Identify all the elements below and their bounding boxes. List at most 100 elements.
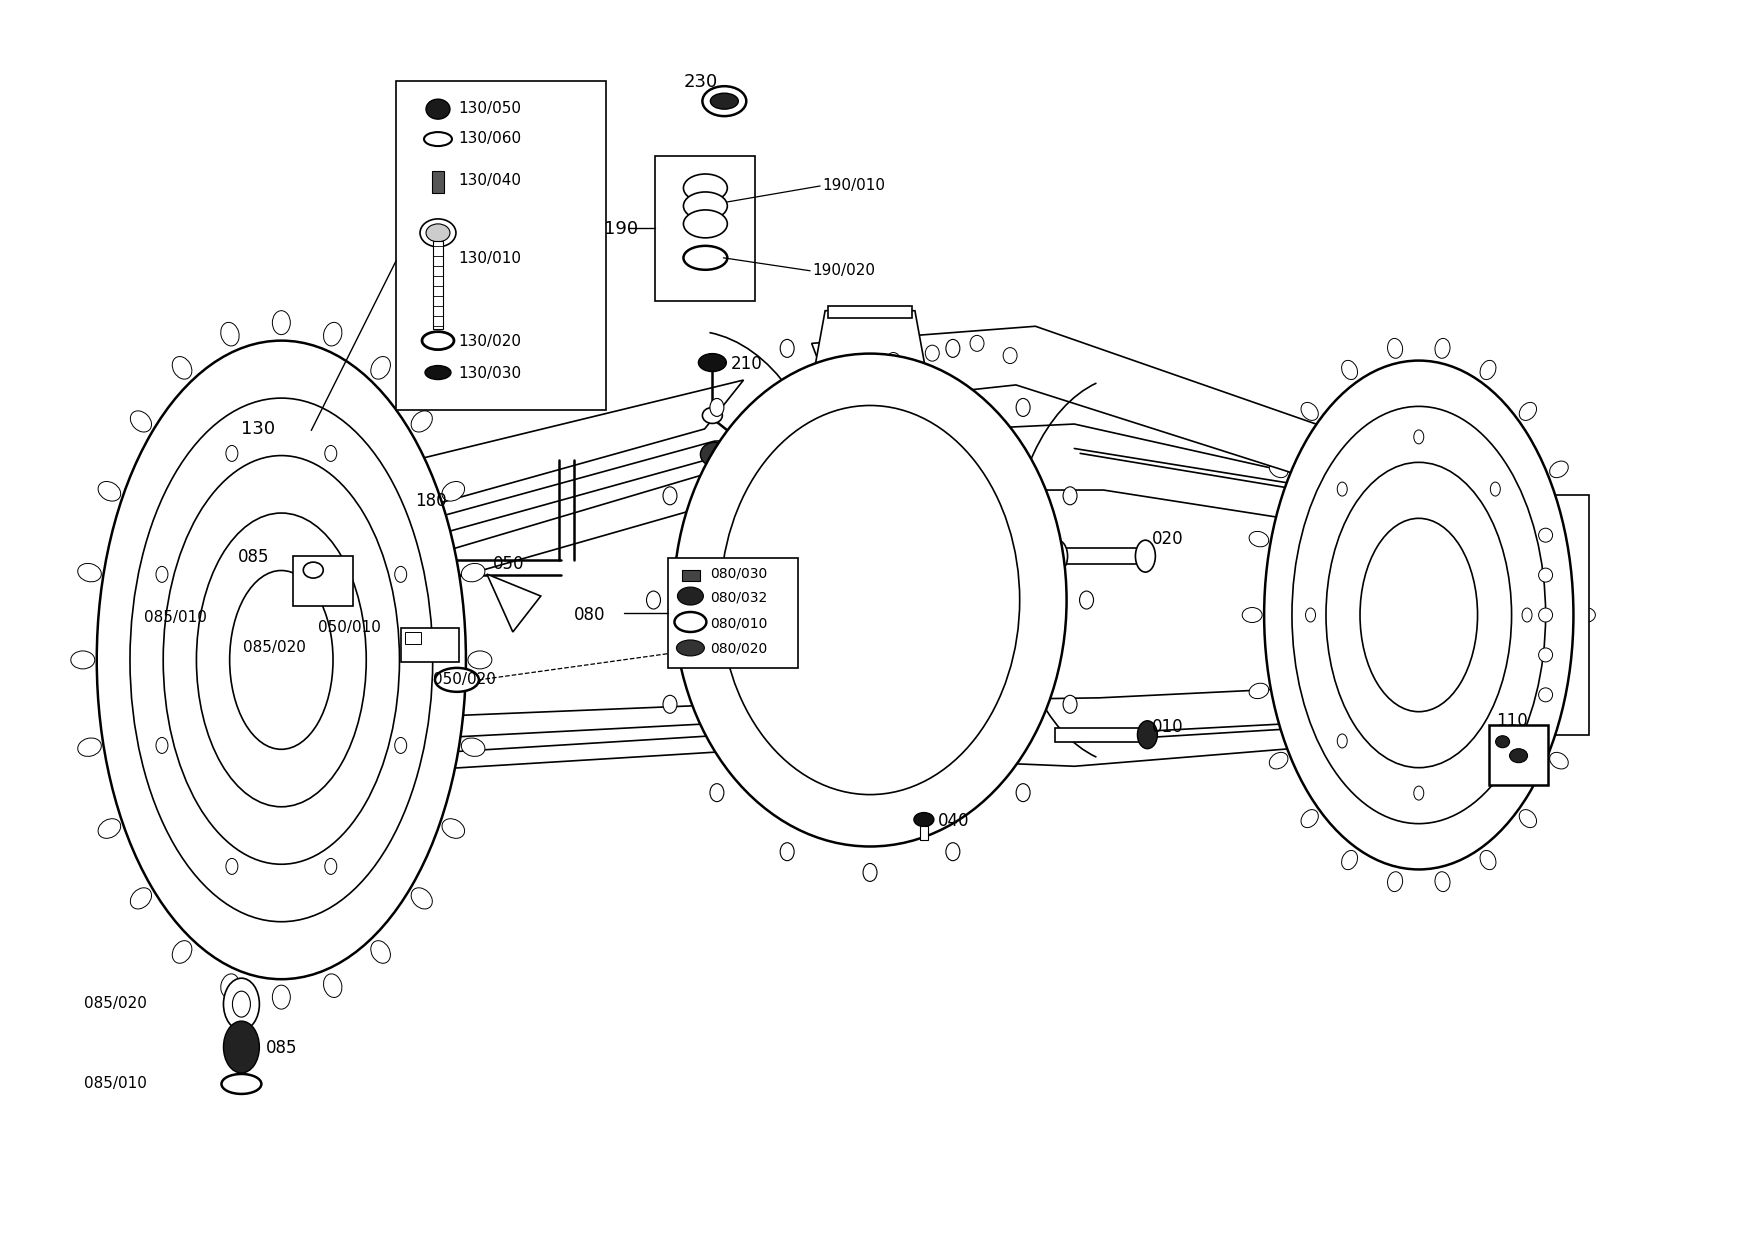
- Ellipse shape: [395, 738, 407, 754]
- Text: 085/020: 085/020: [84, 996, 147, 1011]
- Text: 190/010: 190/010: [823, 179, 886, 193]
- Ellipse shape: [130, 398, 433, 921]
- Ellipse shape: [323, 973, 342, 997]
- Ellipse shape: [1305, 608, 1316, 622]
- Ellipse shape: [698, 353, 726, 372]
- Ellipse shape: [323, 322, 342, 346]
- Ellipse shape: [721, 405, 1019, 795]
- Ellipse shape: [163, 455, 400, 864]
- Ellipse shape: [328, 558, 344, 578]
- Bar: [431, 171, 444, 193]
- Ellipse shape: [781, 340, 795, 357]
- Ellipse shape: [233, 991, 251, 1017]
- Ellipse shape: [424, 366, 451, 379]
- Ellipse shape: [221, 322, 239, 346]
- Bar: [842, 830, 898, 844]
- Ellipse shape: [1575, 608, 1596, 622]
- Ellipse shape: [1435, 872, 1451, 892]
- Bar: [828, 306, 912, 317]
- Ellipse shape: [1568, 683, 1589, 698]
- Ellipse shape: [1480, 851, 1496, 869]
- Text: 085: 085: [267, 1039, 298, 1056]
- Polygon shape: [812, 326, 1338, 482]
- Ellipse shape: [781, 843, 795, 861]
- Ellipse shape: [1435, 339, 1451, 358]
- Bar: [919, 826, 928, 839]
- Polygon shape: [393, 379, 744, 516]
- Ellipse shape: [442, 481, 465, 501]
- Ellipse shape: [196, 513, 367, 807]
- Ellipse shape: [419, 219, 456, 247]
- Ellipse shape: [96, 341, 467, 980]
- Ellipse shape: [223, 1021, 260, 1073]
- Ellipse shape: [1038, 549, 1051, 563]
- Ellipse shape: [702, 408, 723, 423]
- Ellipse shape: [1519, 810, 1537, 827]
- Bar: [293, 557, 353, 606]
- Ellipse shape: [1137, 720, 1158, 749]
- Text: 080/020: 080/020: [710, 642, 768, 656]
- Ellipse shape: [226, 858, 239, 874]
- Ellipse shape: [863, 863, 877, 882]
- Text: 050/020: 050/020: [433, 672, 496, 687]
- Ellipse shape: [1387, 872, 1403, 892]
- Polygon shape: [1503, 495, 1589, 735]
- Ellipse shape: [1270, 461, 1287, 477]
- Text: 130: 130: [242, 420, 275, 439]
- Bar: [396, 81, 605, 410]
- Ellipse shape: [426, 99, 451, 119]
- Ellipse shape: [721, 405, 1019, 795]
- Text: 080/030: 080/030: [710, 567, 768, 580]
- Ellipse shape: [1387, 339, 1403, 358]
- Ellipse shape: [945, 340, 959, 357]
- Ellipse shape: [130, 410, 151, 432]
- Ellipse shape: [700, 443, 728, 466]
- Ellipse shape: [677, 587, 703, 605]
- Ellipse shape: [677, 640, 705, 656]
- Ellipse shape: [461, 738, 484, 756]
- Ellipse shape: [1337, 482, 1347, 496]
- Ellipse shape: [1538, 649, 1552, 662]
- Ellipse shape: [1568, 532, 1589, 547]
- Ellipse shape: [847, 360, 861, 376]
- Ellipse shape: [226, 445, 239, 461]
- Ellipse shape: [435, 668, 479, 692]
- Bar: [405, 632, 421, 644]
- Ellipse shape: [221, 1074, 261, 1094]
- Ellipse shape: [1249, 683, 1268, 698]
- Ellipse shape: [1326, 463, 1512, 768]
- Text: 130/050: 130/050: [458, 102, 521, 117]
- Ellipse shape: [323, 551, 351, 587]
- Polygon shape: [382, 424, 1333, 590]
- Ellipse shape: [1003, 347, 1017, 363]
- Ellipse shape: [675, 613, 707, 632]
- Ellipse shape: [98, 818, 121, 838]
- Text: 190: 190: [603, 219, 638, 238]
- Bar: [1054, 728, 1147, 742]
- Text: 130/010: 130/010: [458, 250, 521, 265]
- Bar: [668, 558, 798, 668]
- Ellipse shape: [663, 487, 677, 505]
- Ellipse shape: [991, 661, 1003, 676]
- Ellipse shape: [835, 544, 847, 558]
- Ellipse shape: [684, 246, 728, 270]
- Text: 010: 010: [1151, 718, 1182, 735]
- Ellipse shape: [970, 335, 984, 351]
- Ellipse shape: [684, 210, 728, 238]
- Text: 130/020: 130/020: [458, 334, 521, 348]
- Ellipse shape: [710, 784, 724, 801]
- Text: 110: 110: [1496, 712, 1528, 730]
- Text: 080: 080: [574, 606, 605, 624]
- Ellipse shape: [324, 858, 337, 874]
- Ellipse shape: [1265, 361, 1573, 869]
- Text: 085: 085: [239, 548, 270, 567]
- Ellipse shape: [751, 444, 989, 756]
- Ellipse shape: [1063, 696, 1077, 713]
- Ellipse shape: [77, 563, 102, 582]
- Ellipse shape: [647, 591, 661, 609]
- Ellipse shape: [1301, 403, 1319, 420]
- Ellipse shape: [1337, 734, 1347, 748]
- Ellipse shape: [172, 941, 191, 963]
- Ellipse shape: [424, 133, 453, 146]
- Ellipse shape: [1414, 786, 1424, 800]
